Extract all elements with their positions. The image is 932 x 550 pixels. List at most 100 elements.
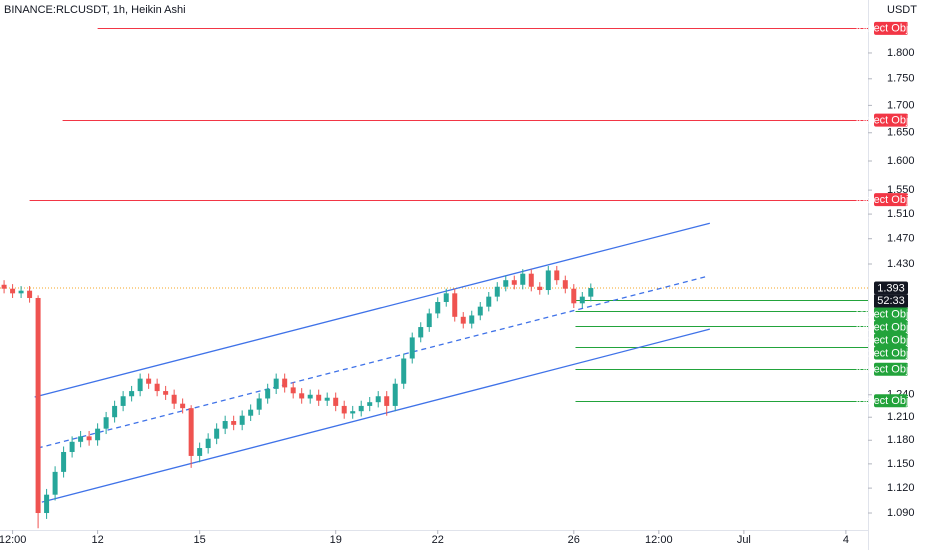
x-tick-label: 12 — [91, 534, 103, 546]
channel-line — [41, 328, 711, 503]
channel-line — [34, 222, 711, 398]
price-label: [object Object] — [856, 114, 926, 126]
candle-body — [239, 415, 245, 425]
candle-body — [443, 293, 449, 302]
y-tick-label: 1.700 — [887, 99, 915, 111]
price-label-box — [874, 21, 908, 35]
candle-body — [137, 378, 143, 392]
candle-body — [341, 405, 347, 414]
candle-body — [375, 396, 381, 403]
candle-body — [401, 358, 407, 384]
candle-body — [554, 270, 560, 281]
candle-body — [282, 378, 288, 388]
price-label: [object Object] — [856, 194, 926, 206]
x-tick-label: 22 — [432, 534, 444, 546]
y-tick-label: 1.150 — [887, 458, 915, 470]
price-label-box — [874, 307, 908, 321]
axis-unit: USDT — [887, 4, 917, 16]
price-label-box — [874, 333, 908, 347]
candle-body — [392, 383, 398, 406]
x-tick-label: 15 — [194, 534, 206, 546]
candle-body — [494, 286, 500, 297]
x-tick-label: Jul — [737, 534, 751, 546]
candle-body — [333, 397, 339, 406]
candle-body — [69, 441, 75, 452]
candle-body — [384, 396, 390, 406]
channel-line — [37, 276, 706, 449]
price-label-box — [874, 394, 908, 408]
price-label: [object Object] — [856, 347, 926, 359]
candle-body — [129, 391, 135, 397]
countdown: 52:33 — [877, 295, 905, 307]
candle-body — [1, 284, 7, 289]
candle-body — [120, 396, 126, 406]
price-label-box — [874, 346, 908, 360]
candle-body — [112, 405, 118, 418]
y-tick-label: 1.600 — [887, 155, 915, 167]
candle-body — [537, 286, 543, 291]
candle-body — [460, 316, 466, 324]
candle-body — [27, 290, 33, 298]
candle-body — [10, 288, 16, 294]
price-label-box — [874, 281, 908, 295]
y-tick-label: 1.430 — [887, 258, 915, 270]
countdown-box — [874, 294, 908, 308]
candle-body — [588, 288, 594, 297]
price-label: [object Object] — [856, 23, 926, 35]
candle-body — [367, 402, 373, 406]
candle-body — [95, 428, 101, 441]
candle-body — [452, 293, 458, 317]
candle-body — [511, 280, 517, 285]
candle-body — [205, 438, 211, 449]
y-tick-label: 1.120 — [887, 482, 915, 494]
candle-body — [273, 378, 279, 389]
candle-body — [418, 327, 424, 338]
y-tick-label: 1.210 — [887, 411, 915, 423]
candle-body — [44, 494, 50, 514]
y-tick-label: 1.650 — [887, 127, 915, 139]
candle-body — [290, 387, 296, 394]
candle-body — [324, 397, 330, 401]
candle-body — [231, 421, 237, 425]
y-tick-label: 1.090 — [887, 507, 915, 519]
candle-body — [61, 451, 67, 472]
x-tick-label: 12:00 — [645, 534, 673, 546]
price-label-box — [874, 320, 908, 334]
candle-body — [435, 301, 441, 314]
x-tick-label: 19 — [330, 534, 342, 546]
candle-body — [146, 378, 152, 384]
price-label: [object Object] — [856, 364, 926, 376]
price-label: [object Object] — [856, 395, 926, 407]
candle-body — [299, 393, 305, 399]
candle-body — [503, 280, 509, 287]
price-label: [object Object] — [856, 321, 926, 333]
candle-body — [18, 290, 24, 294]
candle-body — [571, 288, 577, 304]
candle-body — [197, 448, 203, 456]
candle-body — [307, 394, 313, 399]
price-label-box — [874, 113, 908, 127]
candle-body — [103, 417, 109, 429]
candle-body — [469, 315, 475, 324]
candle-body — [562, 280, 568, 289]
candle-body — [222, 421, 228, 429]
y-tick-label: 1.470 — [887, 233, 915, 245]
candle-body — [35, 297, 41, 514]
price-label: [object Object] — [856, 334, 926, 346]
candle-body — [188, 408, 194, 456]
candle-body — [163, 391, 169, 395]
candle-body — [171, 394, 177, 404]
candle-body — [477, 306, 483, 316]
candle-body — [545, 270, 551, 291]
chart-title: BINANCE:RLCUSDT, 1h, Heikin Ashi — [4, 4, 186, 16]
candle-body — [248, 409, 254, 416]
price-label-box — [874, 193, 908, 207]
candle-body — [154, 383, 160, 392]
candle-body — [265, 388, 271, 399]
candle-body — [409, 337, 415, 359]
candle-body — [520, 273, 526, 285]
candle-body — [350, 411, 356, 414]
x-tick-label: 4 — [843, 534, 849, 546]
